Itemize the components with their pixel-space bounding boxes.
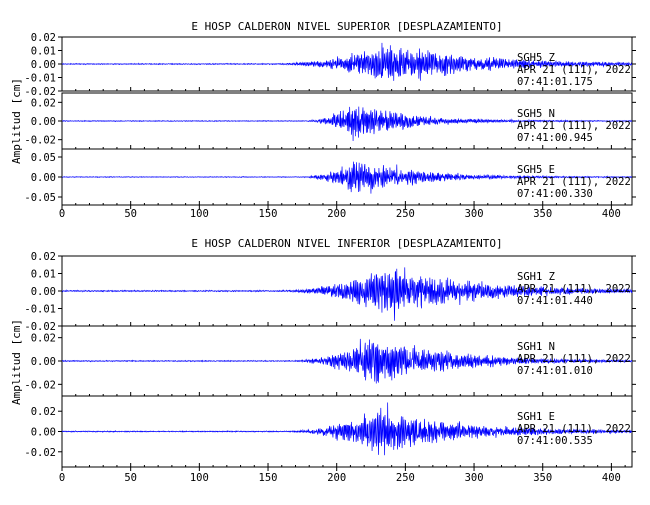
chart-title-1: E HOSP CALDERON NIVEL INFERIOR [DESPLAZA… (191, 237, 502, 250)
y-tick-label-g1-c0-3: -0.01 (24, 304, 56, 316)
x-tick-label-1-5: 250 (396, 472, 415, 484)
x-tick-label-1-0: 0 (59, 472, 65, 484)
y-tick-label-g0-c0-2: 0.00 (31, 59, 56, 71)
y-tick-label-g0-c0-4: -0.02 (24, 86, 56, 98)
x-tick-label-0-7: 350 (533, 208, 552, 220)
y-tick-label-g0-c2-1: 0.00 (31, 172, 56, 184)
y-tick-label-g1-c1-1: 0.00 (31, 356, 56, 368)
channel-label-g1-c0: SGH1 Z (517, 271, 555, 283)
y-tick-label-g0-c0-3: -0.01 (24, 73, 56, 85)
x-tick-label-1-1: 50 (124, 472, 137, 484)
channel-time-g1-c0: 07:41:01.440 (517, 295, 593, 307)
x-tick-label-1-7: 350 (533, 472, 552, 484)
x-tick-label-0-2: 100 (190, 208, 209, 220)
waveform-trace-g1-c1 (61, 338, 633, 384)
x-tick-label-1-8: 400 (602, 472, 621, 484)
y-tick-label-g1-c0-2: 0.00 (31, 286, 56, 298)
y-tick-label-g1-c1-2: -0.02 (24, 379, 56, 391)
x-tick-label-1-4: 200 (327, 472, 346, 484)
x-tick-label-0-6: 300 (465, 208, 484, 220)
y-tick-label-g1-c2-1: 0.00 (31, 427, 56, 439)
channel-label-g0-c2: SGH5 E (517, 164, 555, 176)
waveform-trace-g1-c0 (61, 267, 633, 321)
chart-title-0: E HOSP CALDERON NIVEL SUPERIOR [DESPLAZA… (191, 20, 502, 33)
channel-time-g0-c2: 07:41:00.330 (517, 188, 593, 200)
channel-date-g1-c2: APR 21 (111), 2022 (517, 423, 631, 435)
y-tick-label-g0-c1-2: -0.02 (24, 135, 56, 147)
waveform-trace-g0-c1 (61, 106, 633, 142)
channel-label-g1-c2: SGH1 E (517, 411, 555, 423)
x-tick-label-0-4: 200 (327, 208, 346, 220)
channel-time-g0-c1: 07:41:00.945 (517, 132, 593, 144)
y-tick-label-g0-c1-0: 0.02 (31, 97, 56, 109)
y-tick-label-g1-c0-0: 0.02 (31, 251, 56, 263)
channel-label-g0-c0: SGH5 Z (517, 52, 555, 64)
y-tick-label-g0-c1-1: 0.00 (31, 116, 56, 128)
y-tick-label-g0-c0-1: 0.01 (31, 46, 56, 58)
x-tick-label-0-5: 250 (396, 208, 415, 220)
channel-date-g0-c1: APR 21 (111), 2022 (517, 120, 631, 132)
y-tick-label-g0-c2-0: 0.05 (31, 152, 56, 164)
y-tick-label-g1-c2-0: 0.02 (31, 406, 56, 418)
waveform-trace-g0-c2 (61, 161, 633, 194)
channel-date-g0-c2: APR 21 (111), 2022 (517, 176, 631, 188)
x-tick-label-1-2: 100 (190, 472, 209, 484)
y-tick-label-g1-c0-1: 0.01 (31, 269, 56, 281)
y-tick-label-g1-c0-4: -0.02 (24, 321, 56, 333)
x-tick-label-0-0: 0 (59, 208, 65, 220)
y-axis-label-1: Amplitud [cm] (10, 319, 23, 405)
channel-date-g1-c1: APR 21 (111), 2022 (517, 353, 631, 365)
waveform-trace-g0-c0 (61, 42, 633, 81)
channel-time-g0-c0: 07:41:01.175 (517, 76, 593, 88)
channel-label-g1-c1: SGH1 N (517, 341, 555, 353)
channel-date-g0-c0: APR 21 (111), 2022 (517, 64, 631, 76)
y-tick-label-g0-c0-0: 0.02 (31, 32, 56, 44)
channel-time-g1-c1: 07:41:01.010 (517, 365, 593, 377)
channel-label-g0-c1: SGH5 N (517, 108, 555, 120)
x-tick-label-0-1: 50 (124, 208, 137, 220)
x-tick-label-0-3: 150 (259, 208, 278, 220)
x-tick-label-1-3: 150 (259, 472, 278, 484)
channel-time-g1-c2: 07:41:00.535 (517, 435, 593, 447)
y-tick-label-g0-c2-2: -0.05 (24, 192, 56, 204)
waveform-trace-g1-c2 (61, 402, 633, 456)
x-tick-label-0-8: 400 (602, 208, 621, 220)
x-tick-label-1-6: 300 (465, 472, 484, 484)
channel-date-g1-c0: APR 21 (111), 2022 (517, 283, 631, 295)
y-axis-label-0: Amplitud [cm] (10, 78, 23, 164)
y-tick-label-g1-c1-0: 0.02 (31, 333, 56, 345)
y-tick-label-g1-c2-2: -0.02 (24, 447, 56, 459)
